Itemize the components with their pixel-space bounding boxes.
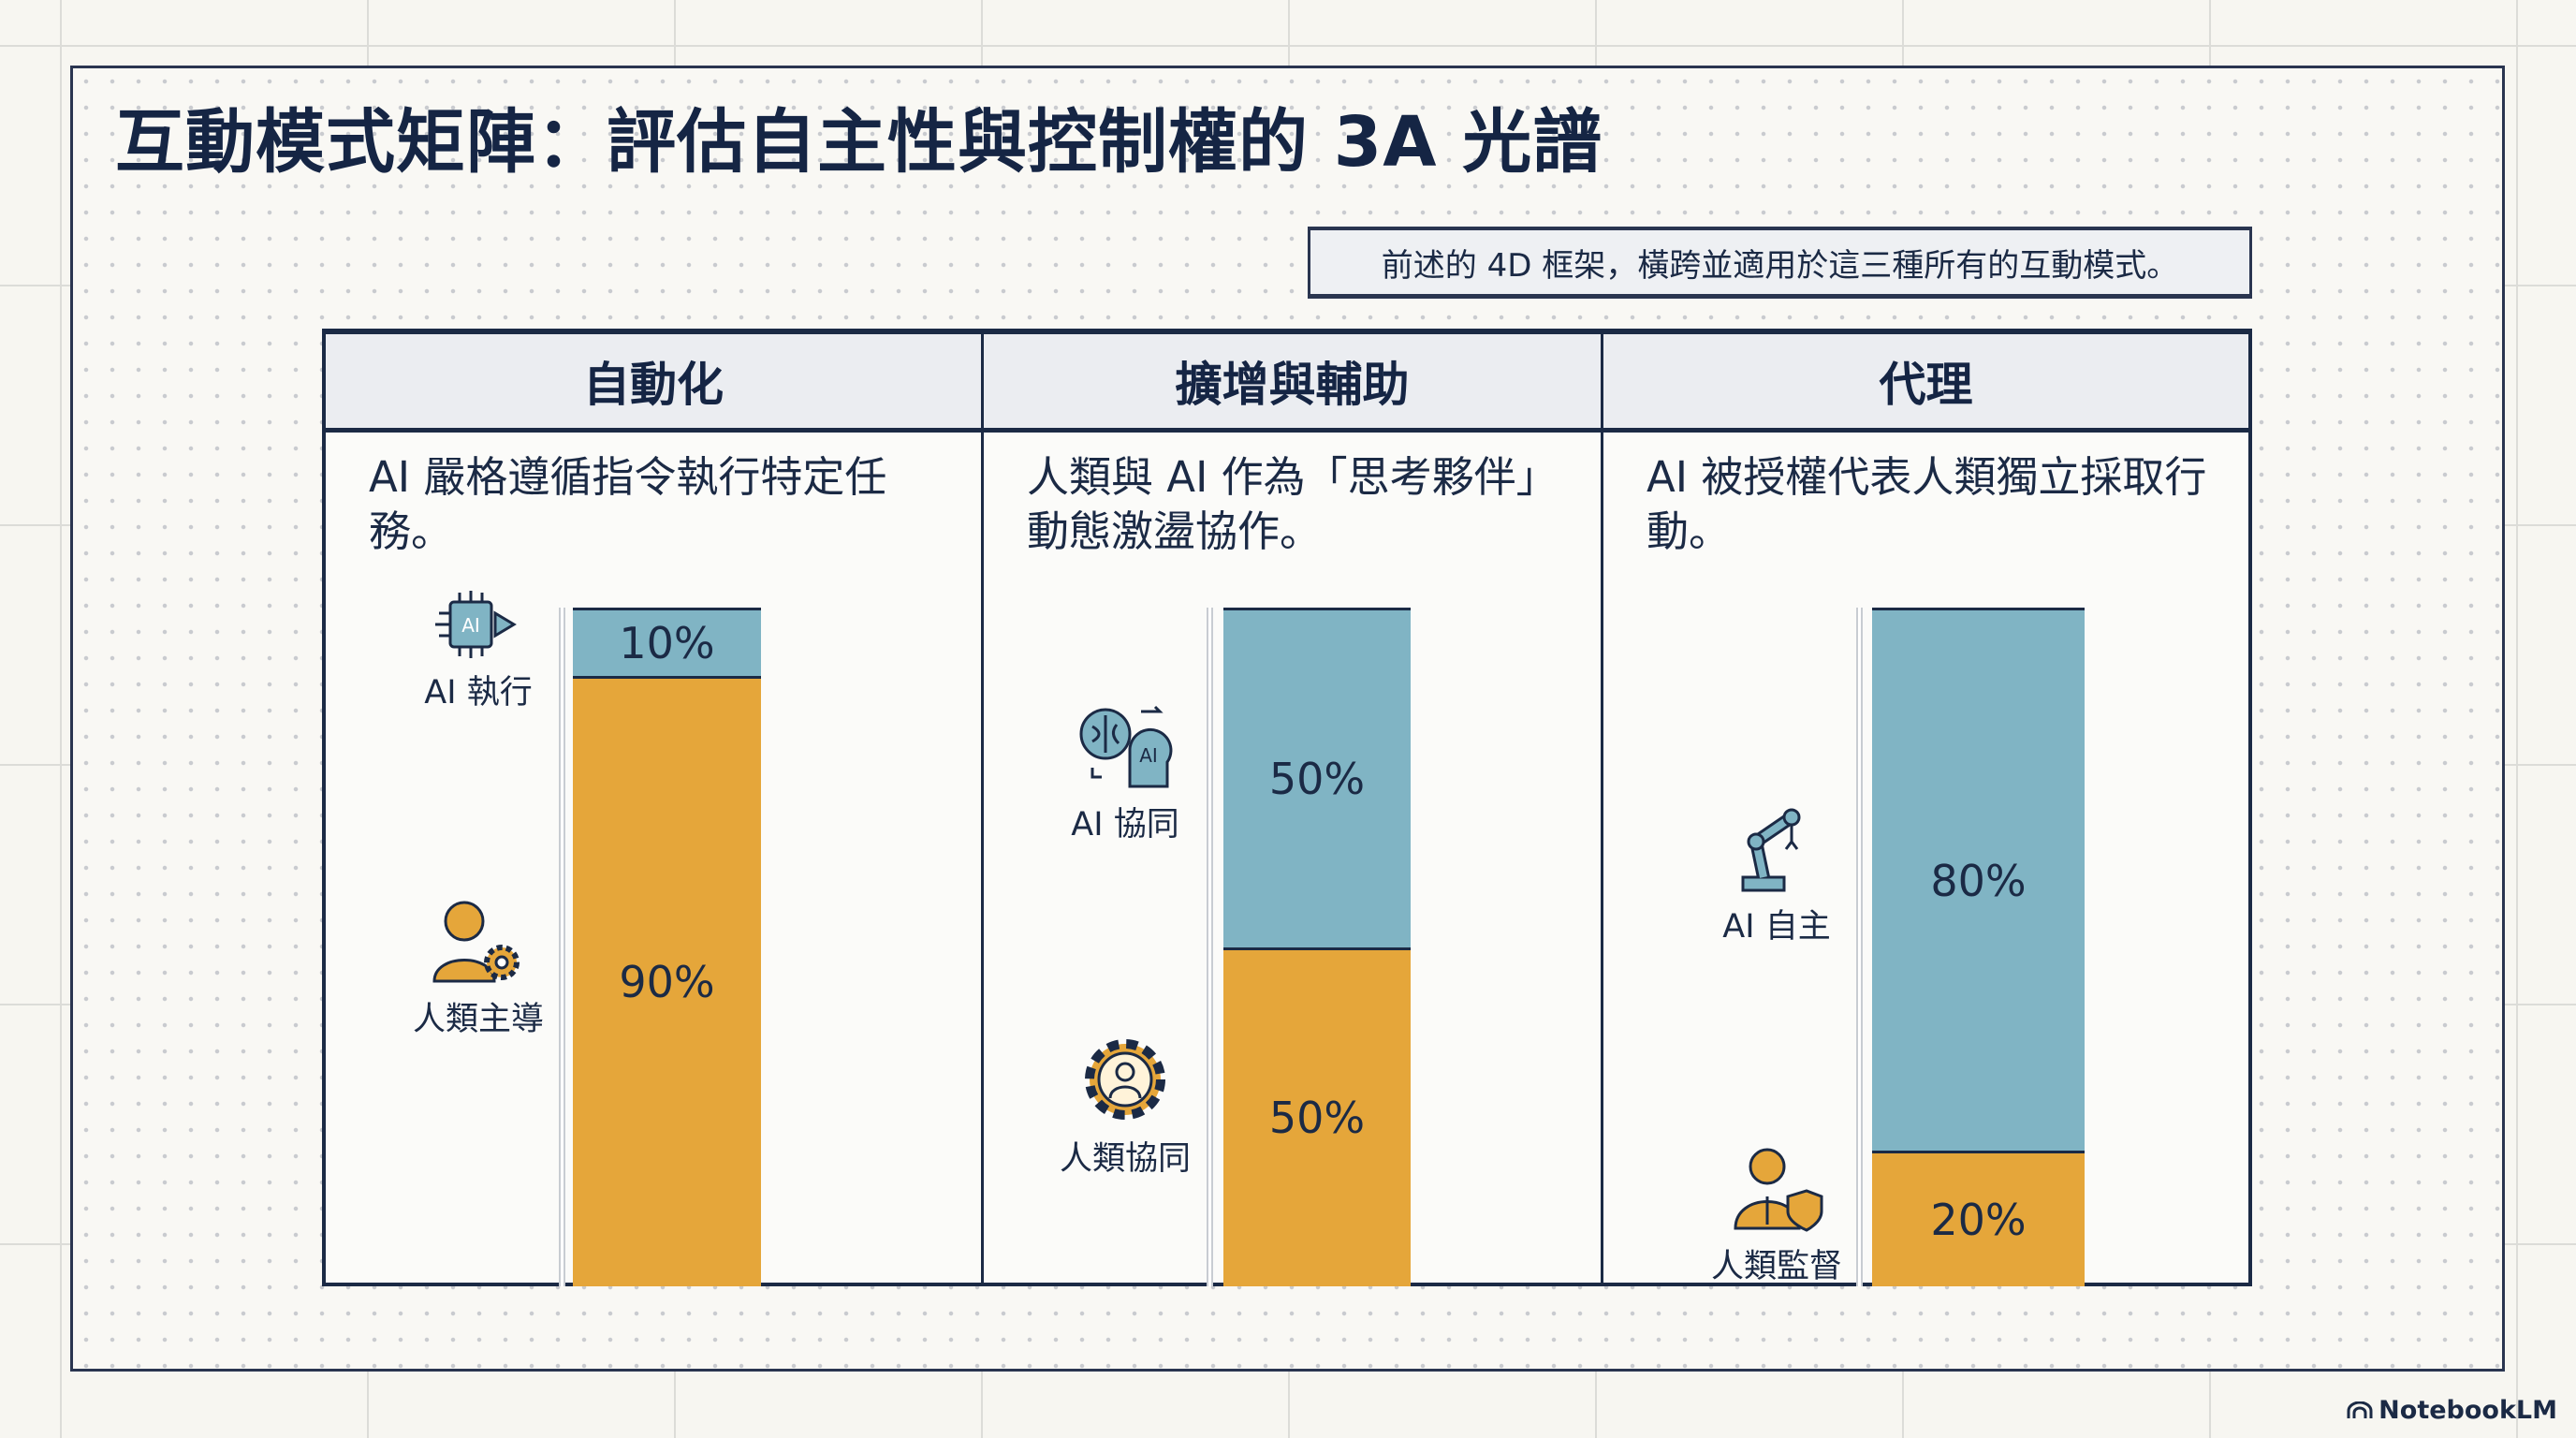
mode-matrix: 自動化 AI 嚴格遵循指令執行特定任務。 10% 90% AI AI 執行人類主導 擴… xyxy=(322,329,2252,1286)
ai-segment-label: AI 自主 xyxy=(1697,804,1856,947)
bar-value-label: 90% xyxy=(619,957,715,1008)
column-header: 代理 xyxy=(1603,334,2248,433)
note-box: 前述的 4D 框架，橫跨並適用於這三種所有的互動模式。 xyxy=(1308,227,2252,299)
bar-segment-ai: 50% xyxy=(1223,608,1411,947)
segment-label-text: AI 執行 xyxy=(424,674,533,712)
bar-segment-human: 90% xyxy=(573,675,761,1286)
page-title: 互動模式矩陣：評估自主性與控制權的 3A 光譜 xyxy=(115,102,1603,183)
brand-name: NotebookLM xyxy=(2378,1396,2557,1425)
column-description: AI 被授權代表人類獨立採取行動。 xyxy=(1647,452,2207,556)
segment-label-text: AI 自主 xyxy=(1722,908,1831,946)
human-segment-label: 人類主導 xyxy=(399,897,558,1040)
bar-axis xyxy=(559,608,565,1286)
column-augmentation: 擴增與輔助 人類與 AI 作為「思考夥伴」動態激盪協作。 50% 50% AI AI … xyxy=(981,334,1601,1286)
column-description: AI 嚴格遵循指令執行特定任務。 xyxy=(369,452,887,556)
svg-text:AI: AI xyxy=(1139,744,1158,767)
person-gear-icon xyxy=(399,897,558,987)
supervisor-shield-icon xyxy=(1697,1144,1856,1234)
bar-segment-ai: 80% xyxy=(1872,608,2085,1151)
ai-segment-label: AI AI 協同 xyxy=(1046,702,1205,845)
human-segment-label: 人類監督 xyxy=(1697,1144,1856,1287)
segment-label-text: 人類主導 xyxy=(412,1000,544,1038)
segment-label-text: 人類監督 xyxy=(1710,1247,1842,1285)
bar-segment-ai: 10% xyxy=(573,608,761,676)
bar-axis xyxy=(1207,608,1213,1286)
column-description: 人類與 AI 作為「思考夥伴」動態激盪協作。 xyxy=(1027,452,1559,556)
segment-label-text: 人類協同 xyxy=(1059,1139,1191,1178)
brain-ai-head-icon: AI xyxy=(1046,702,1205,792)
column-automation: 自動化 AI 嚴格遵循指令執行特定任務。 10% 90% AI AI 執行人類主導 xyxy=(326,334,981,1286)
bar-segment-human: 20% xyxy=(1872,1151,2085,1286)
bar-value-label: 50% xyxy=(1268,1093,1366,1144)
human-segment-label: 人類協同 xyxy=(1046,1033,1205,1180)
bar-value-label: 50% xyxy=(1268,753,1366,804)
segment-label-text: AI 協同 xyxy=(1071,806,1179,844)
column-header: 自動化 xyxy=(326,334,981,433)
robot-arm-icon xyxy=(1697,804,1856,894)
bar-segment-human: 50% xyxy=(1223,946,1411,1286)
bar-value-label: 20% xyxy=(1930,1195,2027,1245)
brand-logo: NotebookLM xyxy=(2347,1396,2557,1425)
bar-axis xyxy=(1856,608,1863,1286)
column-header: 擴增與輔助 xyxy=(984,334,1601,433)
column-agency: 代理 AI 被授權代表人類獨立採取行動。 80% 20% AI 自主人類監督 xyxy=(1601,334,2248,1286)
notebooklm-icon xyxy=(2347,1401,2373,1418)
bar-value-label: 10% xyxy=(619,617,715,668)
gear-person-icon xyxy=(1046,1033,1205,1126)
ai-segment-label: AI AI 執行 xyxy=(399,589,558,713)
bar-value-label: 80% xyxy=(1930,855,2027,906)
svg-text:AI: AI xyxy=(461,614,480,637)
note-text: 前述的 4D 框架，橫跨並適用於這三種所有的互動模式。 xyxy=(1381,246,2179,285)
ai-chip-icon: AI xyxy=(399,589,558,660)
